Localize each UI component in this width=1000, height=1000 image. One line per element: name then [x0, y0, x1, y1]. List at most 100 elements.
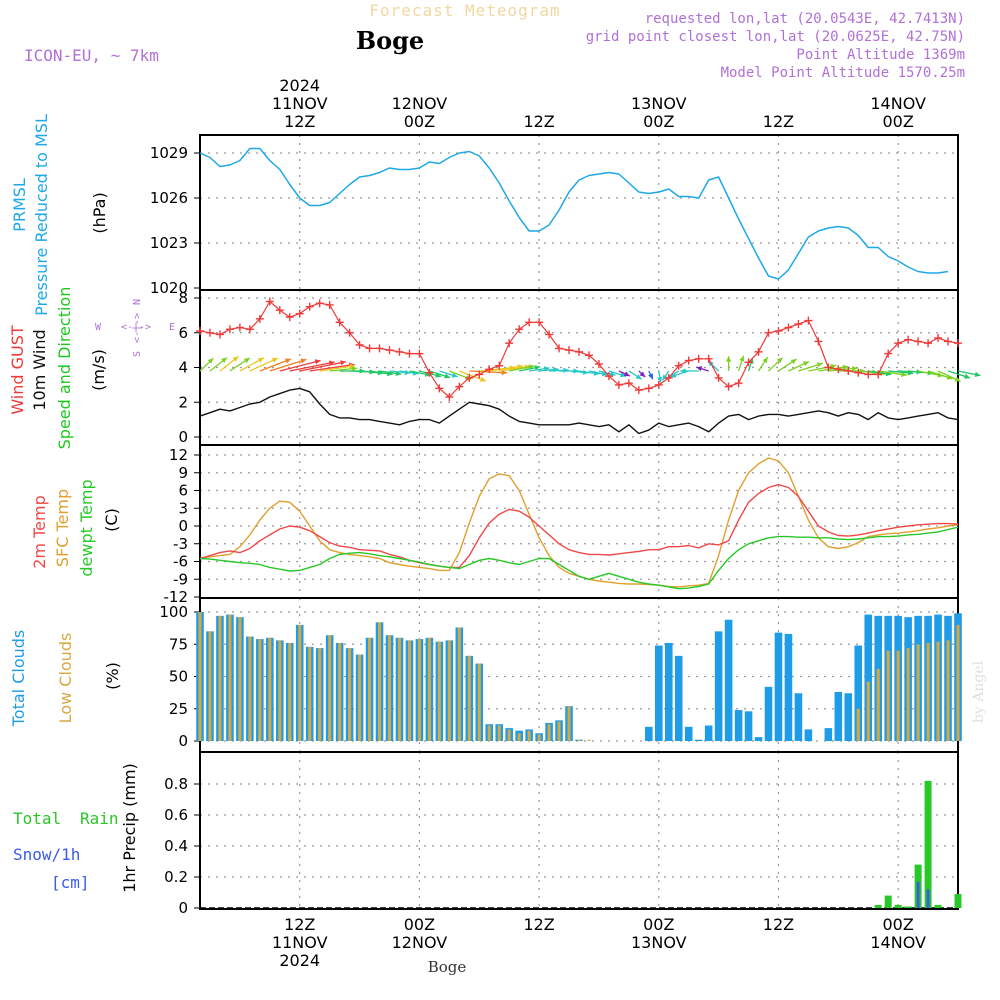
low-cloud-bar [368, 637, 372, 741]
total-cloud-bar [674, 655, 683, 741]
wind-vector-head [901, 371, 907, 377]
low-cloud-bar [507, 729, 511, 741]
low-cloud-bar [447, 640, 451, 741]
total-cloud-bar [834, 691, 843, 741]
low-cloud-bar [916, 644, 920, 741]
y-tick-label: -6 [173, 553, 188, 571]
sfc-temp-line [199, 457, 959, 588]
top-time-label: 12NOV [392, 94, 448, 113]
low-cloud-bar [378, 622, 382, 741]
bottom-time-label: 00Z [882, 915, 913, 934]
total-cloud-bar [664, 642, 673, 741]
y-tick-label: 4 [178, 359, 188, 377]
y-tick-label: 0.4 [164, 837, 188, 855]
y-tick-label: 0 [178, 732, 188, 750]
point-altitude: Point Altitude 1369m [796, 47, 965, 63]
clouds-panel: 100 75 50 25 0 [159, 597, 962, 753]
wind-vector-head [776, 357, 783, 364]
rain-bar [904, 906, 912, 908]
y-tick-label: 6 [178, 482, 188, 500]
low-cloud-bar [537, 734, 541, 741]
low-cloud-bar [866, 681, 870, 741]
y-tick-label: 0.8 [164, 775, 188, 793]
total-cloud-bar [724, 619, 733, 741]
wind-compass: W <-|-> E N <-|-> S [95, 299, 175, 357]
rain-bar [874, 904, 882, 908]
wind-vector-head [285, 358, 291, 364]
pressure-line [199, 147, 949, 280]
temp-2m-label: 2m Temp [30, 495, 49, 569]
low-cloud-bar [457, 627, 461, 741]
wind-vector-head [232, 356, 239, 362]
wind-vector-head [501, 369, 508, 376]
wind-vector-head [314, 359, 321, 365]
low-cloud-bar [407, 640, 411, 741]
wind-vector-head [243, 357, 250, 364]
low-cloud-bar [517, 733, 521, 741]
total-cloud-bar [774, 632, 783, 741]
total-cloud-bar [714, 631, 723, 741]
wind-vector-head [221, 357, 227, 363]
low-cloud-bar [487, 725, 491, 741]
precip-labels: Total Rain Snow/1h [cm] 1hr Precip (mm) [13, 763, 139, 893]
wind-vector-head [726, 356, 732, 362]
y-tick-label: 25 [169, 700, 188, 718]
footer-location: Boge [428, 958, 467, 976]
model-label: ICON-EU, ~ 7km [24, 46, 159, 65]
model-altitude: Model Point Altitude 1570.25m [721, 65, 965, 81]
low-cloud-bar [946, 640, 950, 741]
compass-w: W [95, 322, 102, 333]
cloud-labels: Total Clouds Low Clouds (%) [9, 630, 122, 728]
wind-vector-head [803, 361, 809, 367]
low-cloud-bar [427, 637, 431, 741]
y-tick-label: -9 [173, 570, 188, 588]
y-tick-label: 100 [159, 603, 188, 621]
y-tick-label: 75 [169, 635, 188, 653]
y-tick-label: 1026 [150, 189, 188, 207]
wind-vector-head [623, 371, 630, 377]
y-tick-label: 8 [178, 289, 188, 307]
low-cloud-bar [198, 612, 202, 741]
wind-vector-head [563, 367, 569, 373]
wind-10m-line [199, 387, 959, 435]
panel-frame [199, 751, 959, 910]
wind-vector [319, 365, 356, 372]
wind-vector-head [444, 373, 451, 379]
top-time-label: 00Z [882, 112, 913, 131]
bottom-time-label: 11NOV [272, 933, 328, 952]
low-cloud-bar [477, 663, 481, 741]
y-tick-label: 0 [178, 899, 188, 917]
low-cloud-bar [417, 639, 421, 741]
wind-vector-head [351, 366, 358, 372]
wind-vector-head [790, 359, 797, 365]
y-tick-label: 1029 [150, 144, 188, 162]
panel-frame [199, 597, 959, 753]
temp-dewpt-label: dewpt Temp [77, 479, 96, 576]
rain-bar [954, 894, 962, 908]
top-time-label: 00Z [404, 112, 435, 131]
y-tick-label: 12 [169, 446, 188, 464]
top-time-label: 12Z [284, 112, 315, 131]
total-cloud-bar [794, 693, 803, 741]
grid-point-lonlat: grid point closest lon,lat (20.0625E, 42… [586, 29, 965, 45]
low-cloud-bar [567, 706, 571, 741]
chart-title: Forecast Meteogram [369, 1, 560, 20]
y-tick-label: 3 [178, 499, 188, 517]
low-cloud-bar [856, 708, 860, 741]
total-cloud-bar [744, 711, 753, 741]
low-cloud-bar [308, 646, 312, 741]
bottom-time-label: 00Z [643, 915, 674, 934]
bottom-time-label: 12Z [523, 915, 554, 934]
y-tick-label: -3 [173, 535, 188, 553]
wind-vector [469, 370, 508, 374]
wind-vector [489, 365, 524, 372]
wind-vector-head [573, 368, 579, 374]
wind-vector [269, 358, 307, 372]
total-cloud-bar [854, 645, 863, 741]
wind-vector-head [635, 374, 642, 380]
wind-vector-head [300, 358, 307, 364]
wind-vector [289, 361, 335, 372]
low-cloud-bar [387, 635, 392, 741]
low-cloud-bar [886, 650, 890, 741]
